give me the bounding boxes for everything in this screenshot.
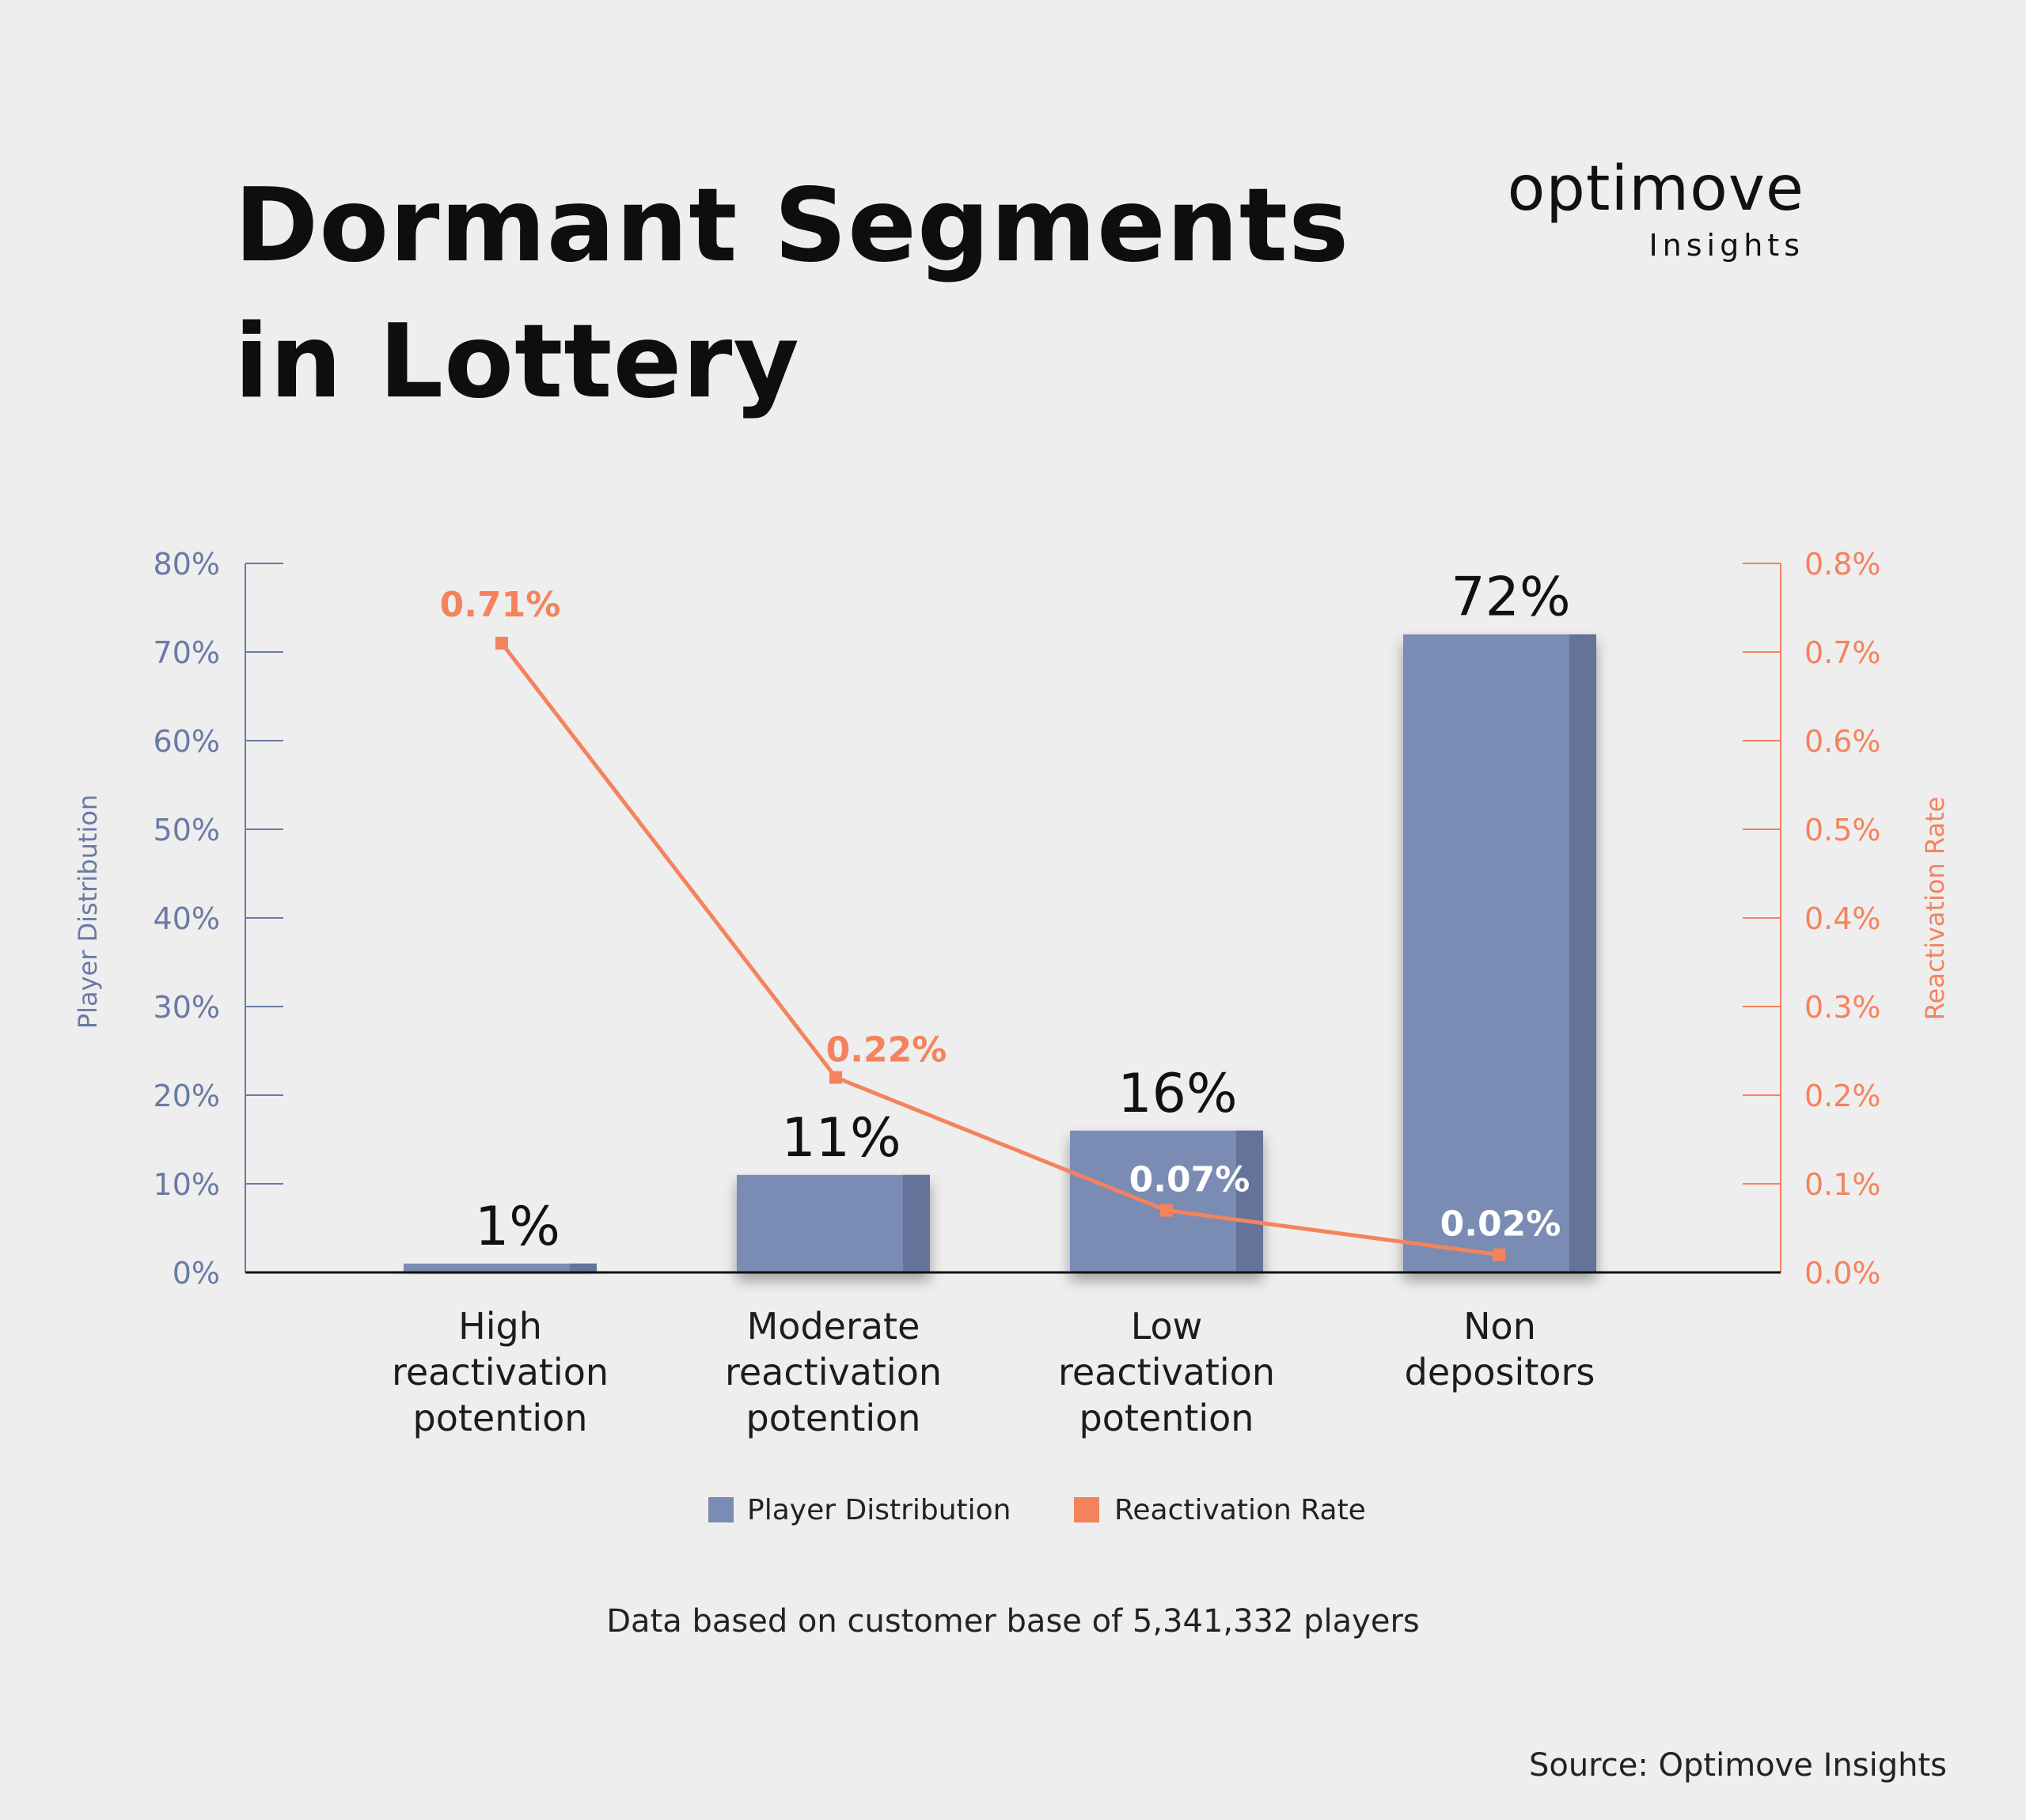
category-label: High reactivation potention	[392, 1305, 609, 1439]
line-point	[1493, 1248, 1505, 1261]
legend-label-reactivation: Reactivation Rate	[1114, 1494, 1366, 1526]
line-value-label: 0.02%	[1440, 1204, 1561, 1245]
title-line-1: Dormant Segments	[234, 167, 1350, 285]
line-point	[1160, 1204, 1173, 1217]
bar-value-label: 1%	[475, 1196, 560, 1258]
right-axis-title: Reactivation Rate	[1920, 797, 1950, 1021]
bar-side	[570, 1263, 597, 1272]
left-tick-label: 80%	[154, 547, 220, 582]
bar-side	[1569, 634, 1596, 1272]
left-tick-label: 0%	[173, 1256, 220, 1291]
category-label: Non depositors	[1405, 1305, 1595, 1393]
line-value-label: 0.71%	[440, 585, 561, 625]
right-tick-label: 0.7%	[1804, 635, 1881, 670]
line-layer	[495, 636, 1505, 1261]
bar-front	[1403, 634, 1596, 1272]
bar	[1403, 634, 1596, 1272]
right-tick-label: 0.3%	[1804, 990, 1881, 1025]
bar-front	[1070, 1130, 1263, 1272]
category-label: Low reactivation potention	[1058, 1305, 1275, 1439]
bar-side	[903, 1174, 930, 1272]
brand-logo: optimove Insights	[1504, 155, 1804, 263]
left-tick-label: 50%	[154, 813, 220, 847]
bar-value-label: 11%	[781, 1107, 901, 1170]
bar-front	[737, 1174, 930, 1272]
source-note: Source: Optimove Insights	[1528, 1747, 1947, 1784]
legend-label-distribution: Player Distribution	[747, 1494, 1011, 1526]
left-tick-label: 30%	[154, 990, 220, 1025]
right-tick-label: 0.2%	[1804, 1079, 1881, 1113]
footnote: Data based on customer base of 5,341,332…	[606, 1603, 1420, 1640]
bar	[1070, 1130, 1263, 1272]
bars-layer	[404, 634, 1596, 1272]
reactivation-line	[500, 642, 1500, 1257]
axes-layer: 0% 10% 20% 30% 40% 50% 60% 70% 80% Player Distrib…	[73, 547, 1950, 1291]
combo-chart: 0% 10% 20% 30% 40% 50% 60% 70% 80% Player Distrib…	[73, 547, 1950, 1526]
left-tick-label: 70%	[154, 635, 220, 670]
chart-title: Dormant Segments in Lottery	[234, 158, 1349, 430]
line-value-label: 0.22%	[826, 1030, 947, 1071]
labels-layer: High reactivation potention Moderate reactiv…	[392, 567, 1595, 1526]
bar-side	[1236, 1130, 1263, 1272]
legend-swatch-distribution	[708, 1497, 734, 1522]
category-label: Moderate reactivation potention	[725, 1305, 942, 1439]
right-tick-label: 0.4%	[1804, 901, 1881, 936]
left-tick-label: 20%	[154, 1079, 220, 1113]
right-tick-label: 0.1%	[1804, 1167, 1881, 1202]
left-tick-label: 40%	[154, 901, 220, 936]
right-tick-label: 0.5%	[1804, 813, 1881, 847]
legend-swatch-reactivation	[1074, 1497, 1099, 1522]
logo-subtitle: Insights	[1648, 228, 1804, 263]
left-tick-label: 10%	[154, 1167, 220, 1202]
line-value-label: 0.07%	[1129, 1160, 1250, 1200]
right-tick-label: 0.8%	[1804, 547, 1881, 582]
line-point	[829, 1071, 842, 1084]
bar-value-label: 72%	[1451, 567, 1570, 629]
bar-value-label: 16%	[1117, 1063, 1237, 1125]
bar-front	[404, 1263, 597, 1272]
line-point	[495, 636, 508, 650]
title-line-2: in Lottery	[234, 303, 800, 421]
bar	[737, 1174, 930, 1272]
left-tick-label: 60%	[154, 724, 220, 759]
logo-wordmark: optimove	[1507, 154, 1804, 225]
right-tick-label: 0.6%	[1804, 724, 1881, 759]
left-axis-title: Player Distribution	[73, 794, 103, 1029]
right-tick-label: 0.0%	[1804, 1256, 1881, 1291]
bar	[404, 1263, 597, 1272]
